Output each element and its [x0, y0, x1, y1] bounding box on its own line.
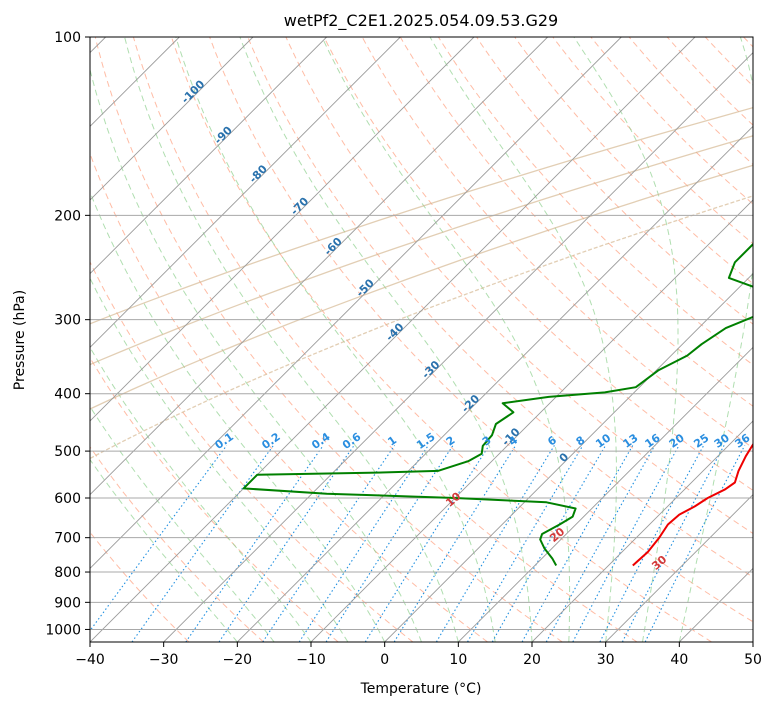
isotherm-line	[90, 37, 254, 201]
theta-e-curve	[90, 195, 753, 460]
moist-adiabat	[90, 67, 422, 642]
axis-ticks: −40 −30 −20 −10 0 10 20 30 40 50 100 200 300 400 500 60…	[45, 30, 762, 668]
x-tick-label: 20	[523, 652, 541, 668]
background-lines	[90, 37, 753, 642]
theta-e-curve	[90, 135, 753, 366]
mixing-ratio-line	[521, 445, 634, 642]
mixing-ratio-line	[364, 445, 490, 642]
moist-adiabat	[90, 458, 238, 642]
y-tick-label: 1000	[45, 622, 81, 638]
isotherm-line	[237, 125, 753, 642]
dry-adiabat	[90, 446, 264, 642]
dry-adiabat	[399, 37, 753, 407]
isotherm-line	[90, 37, 622, 569]
grid-lines	[90, 37, 753, 642]
x-tick-label: −10	[296, 652, 326, 668]
y-axis-label: Pressure (hPa)	[12, 290, 28, 390]
mixing-ratio-line	[325, 445, 454, 642]
dry-adiabat	[247, 37, 753, 578]
moist-adiabat	[175, 37, 496, 642]
isotherm-line	[90, 37, 548, 496]
moist-adiabat	[678, 37, 753, 642]
x-tick-label: −40	[75, 652, 105, 668]
mixing-ratio-line	[393, 445, 517, 642]
x-tick-label: −20	[223, 652, 253, 668]
dry-adiabat	[514, 37, 753, 285]
x-tick-label: 40	[670, 652, 688, 668]
x-tick-label: 10	[449, 652, 467, 668]
y-tick-label: 800	[54, 565, 81, 581]
y-tick-label: 200	[54, 208, 81, 224]
dry-adiabat	[209, 37, 753, 623]
mixing-ratio-line	[90, 445, 228, 632]
moist-adiabat	[573, 37, 679, 642]
x-tick-label: 50	[744, 652, 762, 668]
isotherm-line	[90, 37, 401, 348]
dewpoint-profile-line	[242, 242, 753, 566]
isotherm-line	[163, 52, 753, 642]
y-tick-label: 100	[54, 30, 81, 46]
mixing-ratio-line	[262, 445, 396, 642]
temperature-profile-line	[632, 442, 753, 567]
dry-adiabat	[132, 37, 638, 642]
profile-lines	[242, 242, 753, 567]
y-tick-label: 900	[54, 595, 81, 611]
mixing-ratio-line	[572, 445, 680, 642]
moist-adiabat	[429, 37, 617, 642]
mixing-ratio-line	[644, 445, 746, 642]
dry-adiabat	[94, 37, 563, 642]
isotherm-line	[90, 37, 696, 642]
y-tick-label: 700	[54, 531, 81, 547]
isotherm-line	[310, 199, 753, 642]
chart-title: wetPf2_C2E1.2025.054.09.53.G29	[284, 11, 558, 31]
mixing-ratio-line	[545, 445, 656, 642]
dry-adiabat	[628, 37, 753, 166]
x-tick-label: 30	[597, 652, 615, 668]
moist-adiabat	[124, 37, 459, 642]
y-tick-label: 500	[54, 444, 81, 460]
theta-e-curve	[90, 106, 753, 325]
moist-adiabat	[90, 405, 275, 642]
mixing-ratio-line	[491, 445, 607, 642]
dry-adiabat	[476, 37, 753, 325]
isotherm-line	[90, 37, 327, 275]
x-tick-label: −30	[149, 652, 179, 668]
y-tick-label: 400	[54, 387, 81, 403]
isotherm-line	[458, 346, 753, 642]
isotherm-line	[384, 273, 753, 642]
theta-e-curve	[90, 164, 753, 410]
mixing-ratio-line	[298, 445, 429, 642]
plot-frame	[89, 36, 754, 643]
y-tick-label: 300	[54, 313, 81, 329]
moist-adiabat	[239, 37, 533, 642]
x-tick-label: 0	[380, 652, 389, 668]
moist-adiabat	[90, 190, 386, 642]
dry-adiabat	[323, 37, 753, 491]
moist-adiabat	[321, 37, 571, 642]
y-tick-label: 600	[54, 491, 81, 507]
isotherm-line	[605, 494, 753, 642]
x-axis-label: Temperature (°C)	[360, 681, 482, 697]
isotherm-line	[90, 37, 475, 422]
dry-adiabat	[90, 260, 414, 642]
isotherm-line	[531, 420, 753, 642]
moist-adiabat	[90, 277, 349, 642]
mixing-ratio-line	[599, 445, 705, 642]
mixing-ratio-line	[131, 445, 274, 642]
